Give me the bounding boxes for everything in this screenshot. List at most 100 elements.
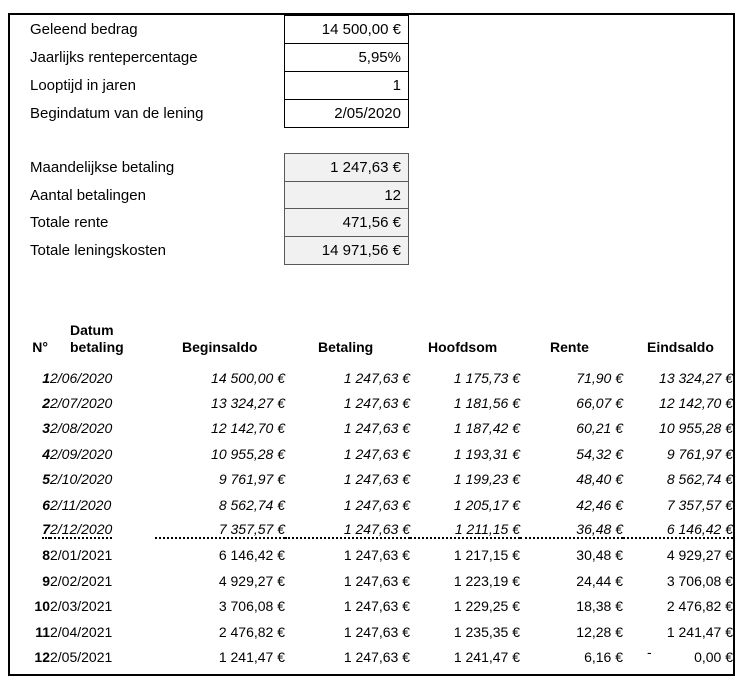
cell-hoofdsom: 1 175,73 € — [453, 369, 520, 386]
header-hoofdsom: Hoofdsom — [428, 339, 498, 355]
cell-beginsaldo: 12 142,70 € — [211, 420, 285, 437]
cell-betaling: 1 247,63 € — [285, 517, 410, 542]
table-row: 1 2/06/2020 14 500,00 € 1 247,63 € 1 175,73 … — [10, 365, 733, 390]
cell-eindsaldo: 9 761,97 € — [666, 445, 733, 462]
cell-datum: 2/04/2021 — [50, 623, 113, 640]
cell-betaling: 1 247,63 € — [343, 420, 410, 437]
cell-nr: 9 — [42, 572, 50, 589]
cell-betaling: 1 247,63 € — [343, 598, 410, 615]
cell-rente: 30,48 € — [576, 547, 623, 564]
loan-input-label: Geleend bedrag — [30, 21, 138, 38]
cell-eindsaldo: 8 562,74 € — [666, 471, 733, 488]
cell-hoofdsom: 1 217,15 € — [453, 547, 520, 564]
header-datum: Datum betaling — [50, 303, 155, 365]
cell-nr: 4 — [42, 445, 50, 462]
cell-beginsaldo: 6 146,42 € — [218, 547, 285, 564]
page-border — [8, 13, 735, 676]
cell-beginsaldo: 7 357,57 € — [155, 517, 285, 542]
table-row: 10 2/03/2021 3 706,08 € 1 247,63 € 1 229,25 … — [10, 594, 733, 619]
loan-output-label: Maandelijkse betaling — [30, 159, 175, 176]
header-datum-line2: betaling — [70, 339, 124, 355]
cell-hoofdsom: 1 199,23 € — [453, 471, 520, 488]
header-beginsaldo: Beginsaldo — [182, 339, 258, 355]
cell-betaling: 1 247,63 € — [343, 369, 410, 386]
cell-betaling: 1 247,63 € — [343, 623, 410, 640]
accounting-zero-dash: - — [647, 644, 652, 661]
header-datum-line1: Datum — [70, 322, 114, 338]
cell-datum: 2/03/2021 — [50, 598, 113, 615]
header-rente: Rente — [550, 339, 589, 355]
loan-output-label: Aantal betalingen — [30, 186, 146, 204]
cell-eindsaldo: 1 241,47 € — [666, 623, 733, 640]
cell-hoofdsom: 1 211,15 € — [410, 517, 520, 542]
table-header-row: N° Datum betaling Beginsaldo Betaling Hoo… — [10, 303, 733, 365]
cell-beginsaldo: 4 929,27 € — [218, 572, 285, 589]
loan-input-value[interactable]: 1 — [284, 71, 409, 100]
cell-datum: 2/05/2021 — [50, 648, 113, 665]
cell-nr: 5 — [42, 471, 50, 488]
table-row: 6 2/11/2020 8 562,74 € 1 247,63 € 1 205,17 €… — [10, 492, 733, 517]
header-eindsaldo: Eindsaldo — [647, 339, 714, 355]
cell-datum: 2/01/2021 — [50, 547, 113, 564]
cell-rente: 36,48 € — [520, 517, 623, 542]
cell-eindsaldo: 10 955,28 € — [659, 420, 733, 437]
cell-hoofdsom: 1 223,19 € — [453, 572, 520, 589]
cell-nr: 6 — [42, 496, 50, 513]
cell-eindsaldo: 4 929,27 € — [666, 547, 733, 564]
cell-hoofdsom: 1 241,47 € — [453, 648, 520, 665]
cell-beginsaldo: 1 241,47 € — [218, 648, 285, 665]
cell-eindsaldo: 13 324,27 € — [659, 369, 733, 386]
loan-output-value: 12 — [284, 180, 409, 210]
amortization-table: N° Datum betaling Beginsaldo Betaling Hoo… — [10, 303, 733, 670]
cell-hoofdsom: 1 229,25 € — [453, 598, 520, 615]
loan-input-label: Begindatum van de lening — [30, 105, 204, 122]
loan-input-value[interactable]: 2/05/2020 — [284, 99, 409, 128]
cell-eindsaldo: 3 706,08 € — [666, 572, 733, 589]
loan-output-value: 14 971,56 € — [284, 236, 409, 266]
header-nr: N° — [32, 339, 48, 355]
loan-output-value: 1 247,63 € — [284, 153, 409, 182]
cell-nr: 2 — [42, 395, 50, 412]
cell-nr: 10 — [34, 598, 50, 615]
cell-nr: 12 — [34, 648, 50, 665]
loan-input-label: Looptijd in jaren — [30, 77, 136, 94]
cell-datum: 2/10/2020 — [50, 471, 113, 488]
table-row: 11 2/04/2021 2 476,82 € 1 247,63 € 1 235,35 … — [10, 619, 733, 644]
header-betaling: Betaling — [318, 339, 374, 355]
cell-datum: 2/09/2020 — [50, 445, 113, 462]
cell-betaling: 1 247,63 € — [343, 471, 410, 488]
cell-eindsaldo: 6 146,42 € — [623, 517, 733, 542]
table-row: 8 2/01/2021 6 146,42 € 1 247,63 € 1 217,15 €… — [10, 543, 733, 568]
cell-rente: 66,07 € — [576, 395, 623, 412]
table-row: 12 2/05/2021 1 241,47 € 1 247,63 € 1 241,47 … — [10, 644, 733, 669]
cell-betaling: 1 247,63 € — [343, 395, 410, 412]
loan-output-value: 471,56 € — [284, 208, 409, 238]
cell-betaling: 1 247,63 € — [343, 496, 410, 513]
loan-output-label: Totale leningskosten — [30, 242, 166, 260]
cell-rente: 48,40 € — [576, 471, 623, 488]
cell-beginsaldo: 10 955,28 € — [211, 445, 285, 462]
cell-datum: 2/12/2020 — [50, 521, 113, 540]
cell-rente: 54,32 € — [576, 445, 623, 462]
table-row: 9 2/02/2021 4 929,27 € 1 247,63 € 1 223,19 €… — [10, 568, 733, 593]
loan-input-value[interactable]: 14 500,00 € — [284, 15, 409, 44]
table-row: 2 2/07/2020 13 324,27 € 1 247,63 € 1 181,56 … — [10, 390, 733, 415]
cell-eindsaldo: 12 142,70 € — [659, 395, 733, 412]
cell-rente: 18,38 € — [576, 598, 623, 615]
cell-hoofdsom: 1 181,56 € — [453, 395, 520, 412]
cell-hoofdsom: 1 235,35 € — [453, 623, 520, 640]
cell-datum: 2/02/2021 — [50, 572, 113, 589]
cell-datum: 2/11/2020 — [50, 496, 112, 513]
cell-nr: 1 — [42, 369, 50, 386]
table-row: 7 2/12/2020 7 357,57 €1 247,63 €1 211,15 €… — [10, 517, 733, 542]
cell-beginsaldo: 9 761,97 € — [218, 471, 285, 488]
loan-input-value[interactable]: 5,95% — [284, 43, 409, 72]
cell-betaling: 1 247,63 € — [343, 572, 410, 589]
cell-eindsaldo: 0,00 € - — [647, 644, 733, 665]
cell-beginsaldo: 2 476,82 € — [218, 623, 285, 640]
cell-nr: 7 — [42, 521, 50, 540]
cell-nr: 3 — [42, 420, 50, 437]
cell-betaling: 1 247,63 € — [343, 648, 410, 665]
table-row: 3 2/08/2020 12 142,70 € 1 247,63 € 1 187,42 … — [10, 416, 733, 441]
